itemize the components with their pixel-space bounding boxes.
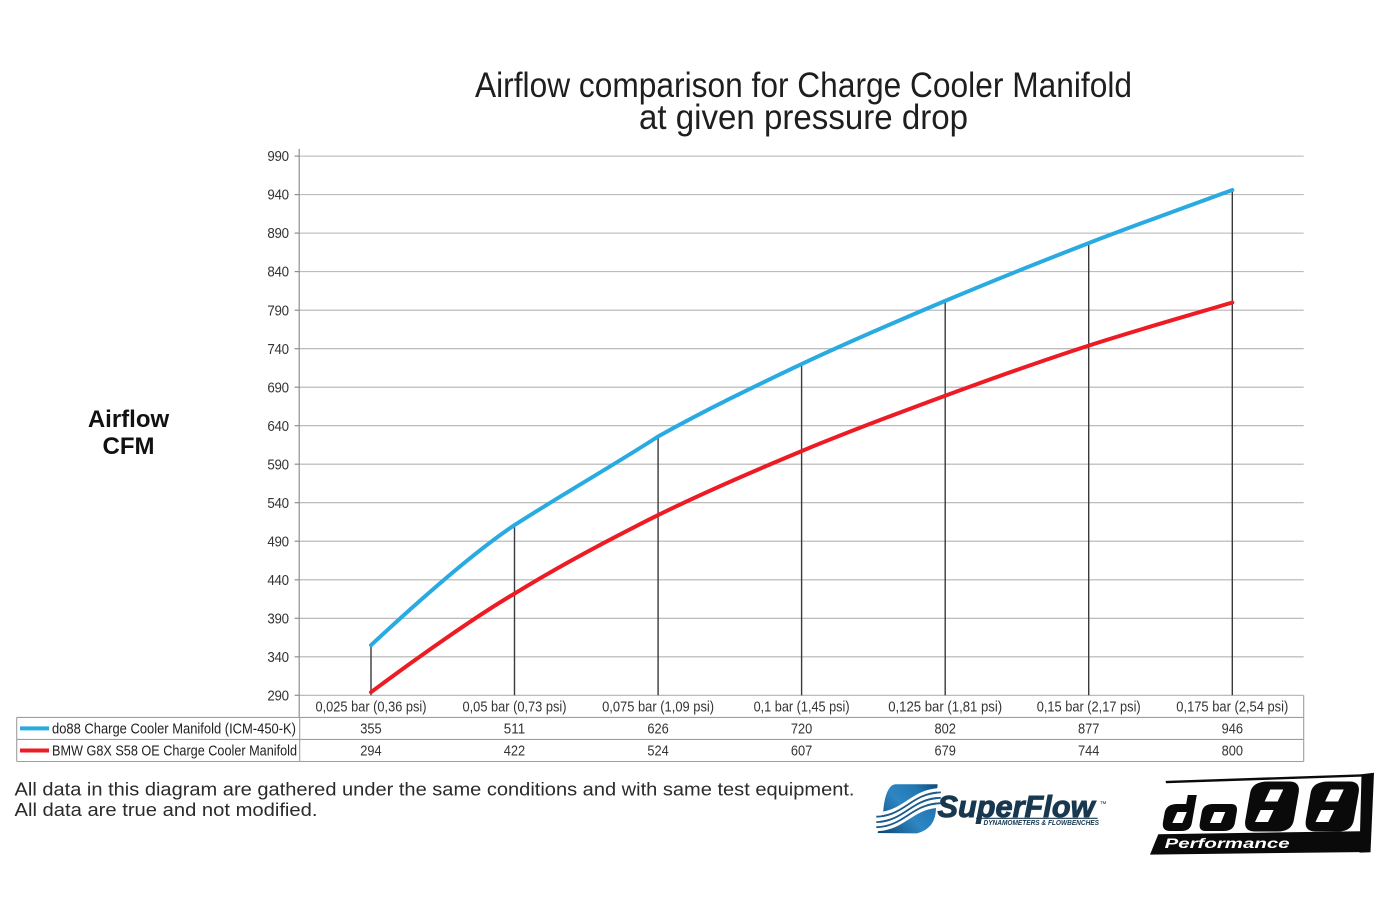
svg-text:DYNAMOMETERS & FLOWBENCHES: DYNAMOMETERS & FLOWBENCHES xyxy=(984,818,1100,827)
svg-text:720: 720 xyxy=(791,722,812,738)
svg-text:0,15 bar (2,17 psi): 0,15 bar (2,17 psi) xyxy=(1037,700,1141,716)
svg-text:690: 690 xyxy=(267,380,289,396)
svg-text:422: 422 xyxy=(504,744,525,760)
svg-text:640: 640 xyxy=(267,419,289,435)
svg-text:390: 390 xyxy=(267,611,289,627)
svg-text:590: 590 xyxy=(267,457,289,473)
svg-text:490: 490 xyxy=(267,534,289,550)
svg-text:290: 290 xyxy=(267,688,289,704)
svg-text:800: 800 xyxy=(1222,744,1243,760)
svg-text:do88 Charge Cooler Manifold (I: do88 Charge Cooler Manifold (ICM-450-K) xyxy=(52,722,296,738)
svg-text:440: 440 xyxy=(267,573,289,589)
svg-text:0,025 bar (0,36 psi): 0,025 bar (0,36 psi) xyxy=(316,700,427,716)
svg-text:540: 540 xyxy=(267,496,289,512)
svg-text:0,1 bar (1,45 psi): 0,1 bar (1,45 psi) xyxy=(754,700,850,716)
svg-text:679: 679 xyxy=(935,744,956,760)
svg-text:294: 294 xyxy=(360,744,381,760)
svg-text:877: 877 xyxy=(1078,722,1099,738)
svg-text:BMW G8X S58 OE Charge Cooler M: BMW G8X S58 OE Charge Cooler Manifold xyxy=(52,744,297,760)
svg-text:802: 802 xyxy=(935,722,956,738)
svg-text:340: 340 xyxy=(267,650,289,666)
svg-text:0,075 bar (1,09 psi): 0,075 bar (1,09 psi) xyxy=(602,700,714,716)
svg-text:524: 524 xyxy=(647,744,668,760)
svg-text:840: 840 xyxy=(267,265,289,281)
svg-text:Airflow comparison for Charge: Airflow comparison for Charge Cooler Man… xyxy=(475,65,1132,105)
svg-text:790: 790 xyxy=(267,303,289,319)
svg-text:0,05 bar (0,73 psi): 0,05 bar (0,73 psi) xyxy=(463,700,567,716)
svg-text:CFM: CFM xyxy=(103,433,155,460)
svg-text:626: 626 xyxy=(647,722,668,738)
svg-text:Airflow: Airflow xyxy=(88,406,170,433)
svg-text:744: 744 xyxy=(1078,744,1099,760)
svg-text:™: ™ xyxy=(1100,801,1107,808)
svg-text:Performance: Performance xyxy=(1165,836,1291,851)
svg-text:0,175 bar (2,54 psi): 0,175 bar (2,54 psi) xyxy=(1176,700,1288,716)
svg-text:355: 355 xyxy=(360,722,381,738)
svg-text:511: 511 xyxy=(504,722,525,738)
svg-text:990: 990 xyxy=(267,149,289,165)
svg-text:at given pressure drop: at given pressure drop xyxy=(639,97,968,137)
svg-text:607: 607 xyxy=(791,744,812,760)
svg-text:All data are true and not modi: All data are true and not modified. xyxy=(15,799,318,820)
svg-text:0,125 bar (1,81 psi): 0,125 bar (1,81 psi) xyxy=(888,700,1002,716)
svg-text:740: 740 xyxy=(267,342,289,358)
svg-text:940: 940 xyxy=(267,188,289,204)
svg-text:946: 946 xyxy=(1222,722,1243,738)
svg-text:890: 890 xyxy=(267,226,289,242)
svg-text:All data in this diagram are g: All data in this diagram are gathered un… xyxy=(15,778,855,799)
